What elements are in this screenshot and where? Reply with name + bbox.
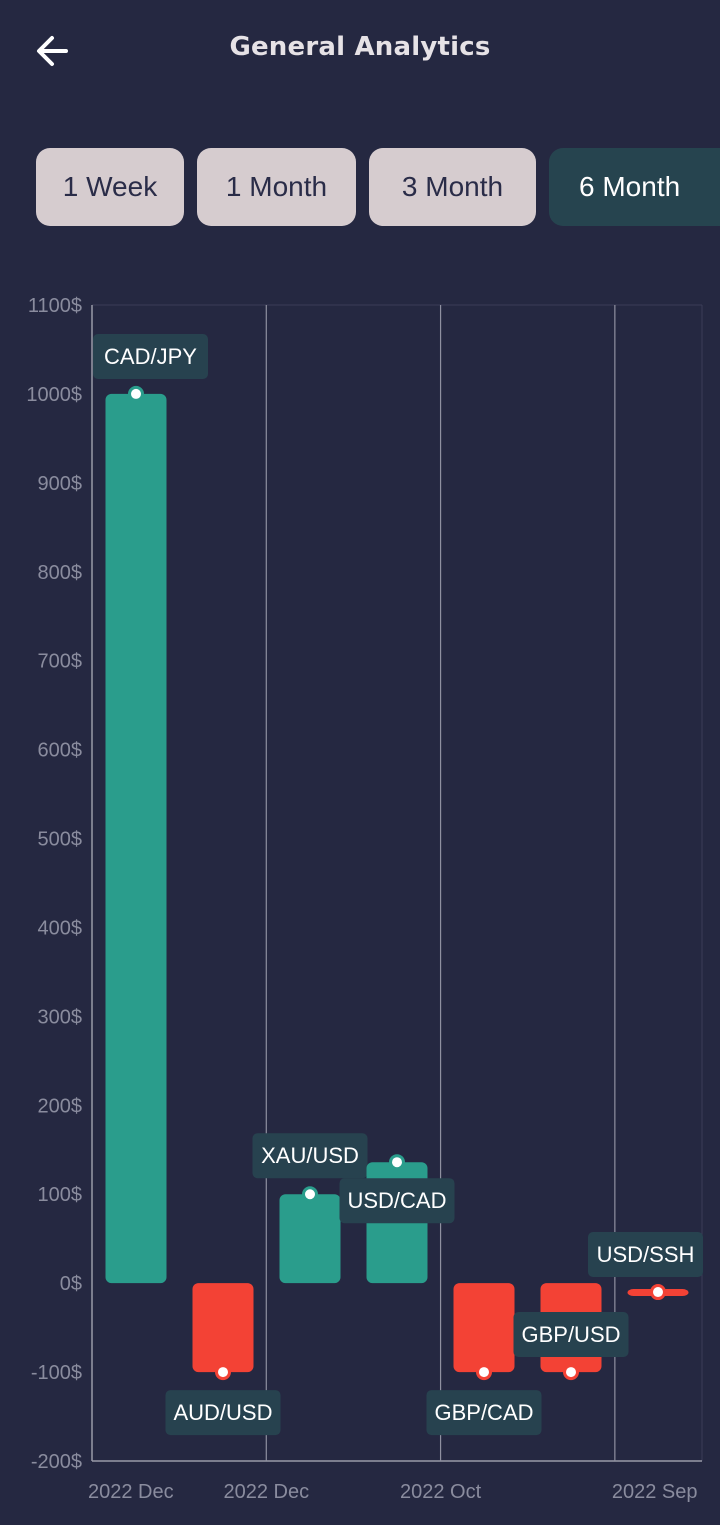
- y-tick-label: 400$: [38, 917, 83, 939]
- bar-label-bg: [93, 334, 208, 379]
- bar-label: GBP/CAD: [434, 1400, 533, 1425]
- bar-value-dot: [476, 1364, 492, 1381]
- y-tick-label: 900$: [38, 473, 83, 495]
- arrow-left-icon: [37, 36, 68, 66]
- bar[interactable]: [279, 1194, 341, 1284]
- y-tick-label: -200$: [31, 1451, 82, 1473]
- bar[interactable]: [105, 393, 167, 1284]
- bar[interactable]: [192, 1283, 254, 1373]
- bar-label: CAD/JPY: [104, 344, 197, 369]
- y-tick-label: 1000$: [26, 384, 82, 406]
- bar-label: USD/CAD: [347, 1188, 446, 1213]
- y-tick-label: 300$: [38, 1006, 83, 1028]
- bar-value-dot: [128, 385, 144, 402]
- back-button[interactable]: [28, 28, 78, 74]
- y-tick-label: 600$: [38, 740, 83, 762]
- period-tabs: 1 Week 1 Month 3 Month 6 Month: [0, 148, 720, 228]
- analytics-bar-chart: 1100$ 1000$ 900$ 800$ 700$ 600$ 500$ 400$ 300$ 20…: [26, 295, 703, 1503]
- app-header: General Analytics: [0, 0, 720, 100]
- x-tick-label: 2022 Dec: [88, 1481, 174, 1503]
- bar-label-bg: [588, 1232, 703, 1277]
- y-tick-label: 700$: [38, 651, 83, 673]
- y-tick-label: 800$: [38, 562, 83, 584]
- bar-label: USD/SSH: [597, 1242, 695, 1267]
- y-tick-label: 100$: [38, 1184, 83, 1206]
- bar-label-bg: [165, 1390, 281, 1436]
- y-tick-label: -100$: [31, 1362, 82, 1384]
- tab-3-month[interactable]: 3 Month: [369, 148, 536, 226]
- bar-value-dot: [389, 1154, 405, 1171]
- bar-value-dot: [650, 1284, 666, 1301]
- bar-value-dot: [215, 1364, 231, 1381]
- bar-label: AUD/USD: [173, 1400, 272, 1425]
- bar-label: XAU/USD: [261, 1143, 359, 1168]
- x-tick-label: 2022 Oct: [400, 1481, 482, 1503]
- page-title: General Analytics: [229, 32, 491, 62]
- tab-1-week[interactable]: 1 Week: [36, 148, 184, 226]
- bar-label-bg: [339, 1178, 455, 1224]
- bar-label: GBP/USD: [521, 1322, 620, 1347]
- bar-value-dot: [302, 1186, 318, 1203]
- y-tick-label: 200$: [38, 1095, 83, 1117]
- x-tick-label: 2022 Sep: [612, 1481, 698, 1503]
- y-tick-label: 0$: [60, 1273, 82, 1295]
- bar[interactable]: [453, 1283, 515, 1373]
- bar-label-bg: [252, 1133, 368, 1179]
- y-tick-label: 500$: [38, 829, 83, 851]
- tab-1-month[interactable]: 1 Month: [197, 148, 356, 226]
- y-tick-label: 1100$: [28, 295, 82, 317]
- bar-label-bg: [513, 1312, 629, 1357]
- tab-6-month[interactable]: 6 Month: [549, 148, 720, 226]
- x-tick-label: 2022 Dec: [223, 1481, 309, 1503]
- bar-label-bg: [426, 1390, 542, 1436]
- bar-value-dot: [563, 1364, 579, 1381]
